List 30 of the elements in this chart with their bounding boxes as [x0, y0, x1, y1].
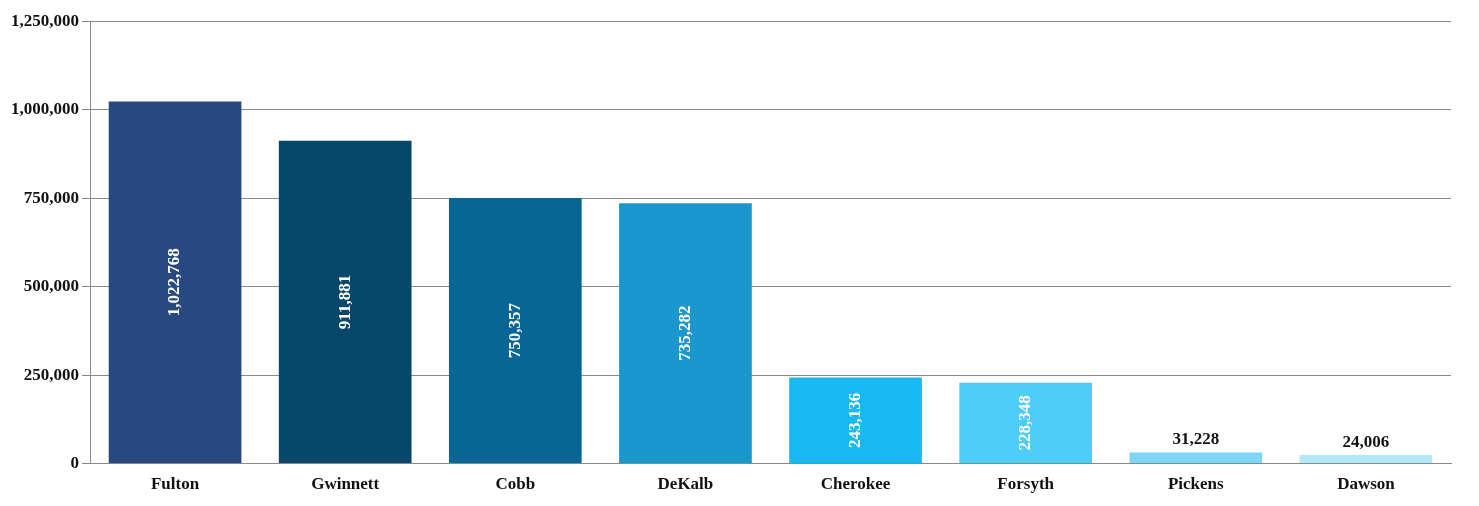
bar	[448, 198, 582, 464]
data-label: 1,022,768	[164, 248, 184, 317]
data-label: 243,136	[844, 392, 864, 448]
y-tick-label: 750,000	[23, 187, 79, 207]
data-label: 31,228	[1172, 429, 1220, 449]
data-label: 228,348	[1015, 395, 1035, 451]
bar	[278, 140, 412, 464]
x-tick-label: Fulton	[150, 474, 200, 494]
bar	[959, 382, 1093, 464]
bar	[789, 377, 922, 464]
bar	[108, 101, 242, 464]
x-tick-label: Pickens	[1167, 474, 1225, 494]
y-tick-label: 500,000	[23, 276, 79, 296]
bar	[1129, 452, 1263, 464]
x-tick-label: Dawson	[1337, 474, 1396, 494]
y-tick-label: 0	[70, 452, 79, 472]
x-tick-label: Gwinnett	[311, 474, 380, 494]
y-tick-label: 250,000	[23, 364, 79, 384]
x-tick-label: DeKalb	[657, 474, 714, 494]
x-tick-label: Cherokee	[820, 474, 891, 494]
data-label: 735,282	[674, 305, 694, 361]
bar	[1299, 455, 1433, 464]
x-tick-label: Forsyth	[997, 474, 1055, 494]
y-tick-label: 1,250,000	[11, 10, 79, 30]
data-label: 750,357	[504, 302, 524, 359]
x-tick-label: Cobb	[495, 474, 536, 494]
data-label: 24,006	[1342, 431, 1390, 451]
y-tick-label: 1,000,000	[11, 99, 79, 119]
bar	[619, 203, 752, 464]
data-label: 911,881	[334, 274, 354, 330]
